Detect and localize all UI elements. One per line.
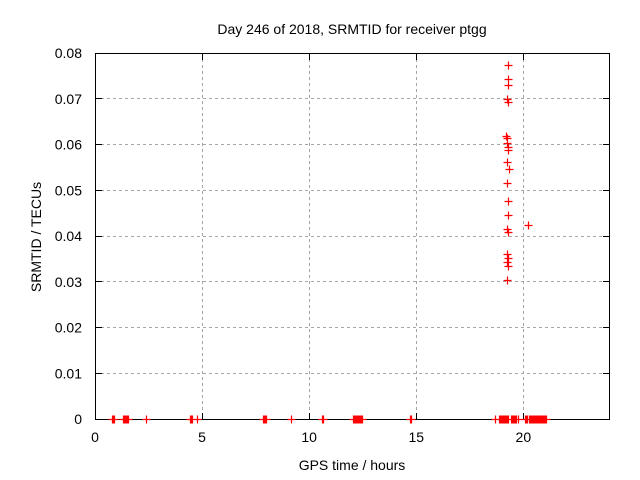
y-tick-label: 0.04: [55, 228, 82, 244]
y-tick-label: 0.02: [55, 320, 82, 336]
x-tick-label: 10: [301, 429, 317, 445]
chart-title: Day 246 of 2018, SRMTID for receiver ptg…: [217, 21, 487, 37]
y-tick-label: 0.07: [55, 91, 82, 107]
y-tick-label: 0: [74, 411, 82, 427]
y-tick-label: 0.05: [55, 182, 82, 198]
plot-border: [95, 53, 610, 420]
x-tick-label: 0: [91, 429, 99, 445]
x-axis-label: GPS time / hours: [298, 457, 406, 473]
y-tick-label: 0.03: [55, 274, 82, 290]
y-tick-label: 0.01: [55, 365, 82, 381]
x-tick-label: 15: [408, 429, 424, 445]
x-tick-label: 20: [516, 429, 532, 445]
x-tick-label: 5: [198, 429, 206, 445]
y-tick-label: 0.08: [55, 45, 82, 61]
y-tick-label: 0.06: [55, 137, 82, 153]
data-points: [108, 61, 551, 424]
